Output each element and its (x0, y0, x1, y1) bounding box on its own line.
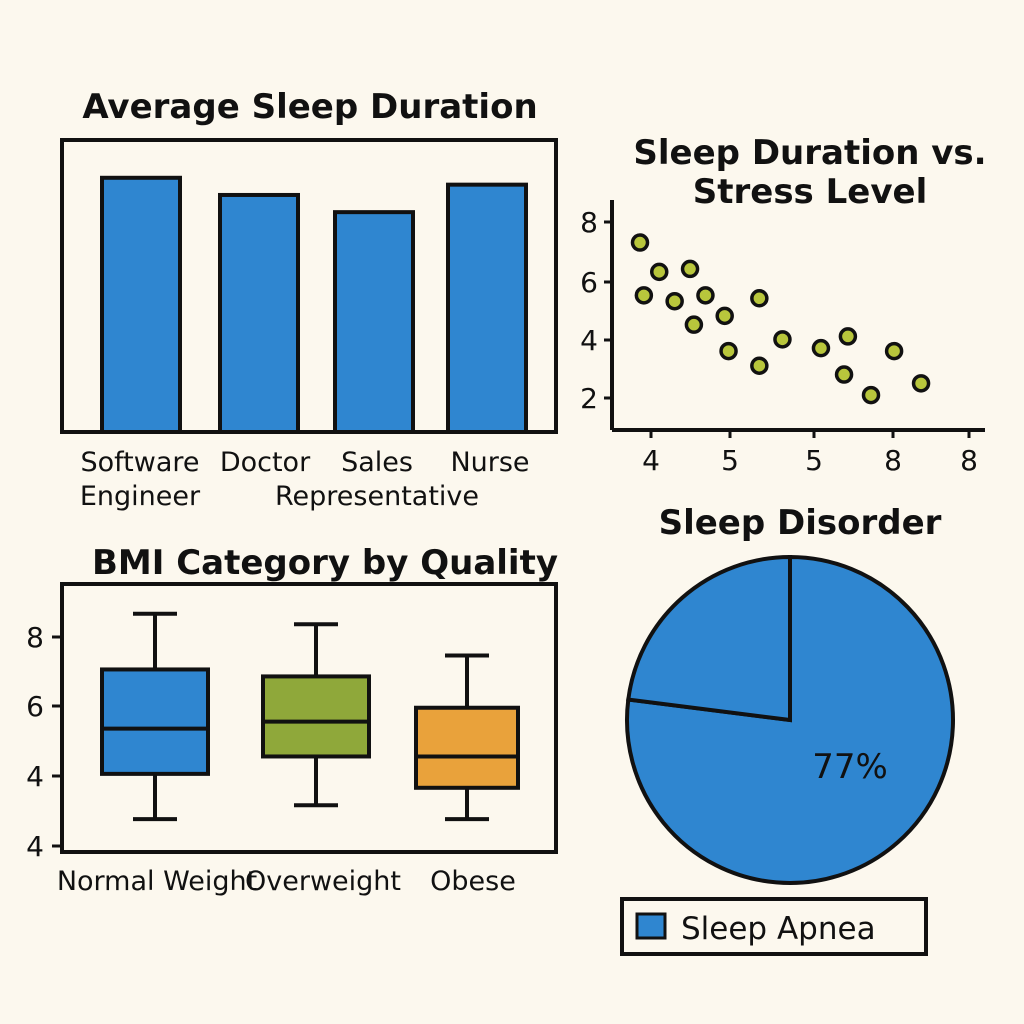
bar-category-label: Nurse (450, 447, 529, 478)
pie-legend-swatch (635, 912, 667, 940)
box-y-tick-label: 8 (26, 621, 44, 654)
bar-category-label: Representative (275, 481, 479, 512)
scatter-y-tick-label: 6 (580, 266, 598, 299)
box-category-label: Obese (430, 866, 516, 897)
box-chart-title: BMI Category by Quality (91, 543, 559, 583)
box-y-tick-label: 4 (26, 830, 44, 863)
box-iqr (261, 674, 371, 759)
box-iqr (100, 667, 210, 776)
box-iqr (414, 705, 520, 790)
scatter-point (750, 356, 769, 375)
bar (218, 192, 300, 434)
pie-slice-label: 77% (812, 747, 888, 787)
box-y-tick-label: 4 (26, 760, 44, 793)
pie-slice (625, 554, 955, 885)
scatter-point (773, 330, 792, 349)
scatter-point (696, 286, 715, 305)
scatter-x-tick-label: 5 (805, 444, 823, 477)
bar-plot-frame (60, 138, 558, 434)
bar-category-label: Engineer (80, 481, 201, 512)
scatter-x-tick-label: 4 (642, 444, 660, 477)
scatter-point (719, 341, 738, 361)
pie-legend-label: Sleep Apnea (681, 911, 876, 947)
pie-slice (626, 554, 792, 723)
scatter-y-tick-label: 4 (580, 324, 598, 357)
bar-category-label: Doctor (220, 447, 311, 478)
bar-category-label: Software (80, 447, 199, 478)
pie-chart-title: Sleep Disorder (658, 503, 942, 543)
scatter-point (811, 338, 831, 358)
scatter-y-tick-label: 2 (580, 382, 598, 415)
scatter-point (911, 374, 931, 393)
scatter-point (715, 306, 734, 326)
scatter-x-tick-label: 8 (884, 444, 902, 477)
bar-chart-title: Average Sleep Duration (82, 87, 538, 127)
bar-category-label: Sales (341, 447, 413, 478)
bar (100, 175, 182, 434)
scatter-title-line-2: Stress Level (692, 172, 928, 213)
box-plot-frame (60, 582, 558, 854)
scatter-y-tick-label: 8 (580, 206, 598, 239)
scatter-point (834, 365, 854, 384)
bar (333, 210, 415, 434)
scatter-point (665, 291, 684, 311)
scatter-point (884, 341, 904, 361)
scatter-point (630, 233, 650, 252)
scatter-point (684, 315, 704, 334)
box-y-tick-label: 6 (26, 690, 44, 723)
scatter-point (861, 385, 881, 405)
pie-legend-box (620, 897, 928, 956)
box-category-label: Overweight (245, 866, 401, 897)
box-category-label: Normal Weight (57, 866, 257, 897)
scatter-x-tick-label: 8 (960, 444, 978, 477)
bar (446, 182, 528, 434)
scatter-x-tick-label: 5 (721, 444, 739, 477)
scatter-point (680, 259, 700, 279)
scatter-point (650, 262, 669, 282)
scatter-chart-title: Sleep Duration vs. Stress Level (600, 133, 1020, 213)
scatter-point (634, 286, 654, 305)
scatter-point (838, 327, 858, 346)
scatter-title-line-1: Sleep Duration vs. (633, 133, 987, 173)
scatter-point (750, 289, 769, 308)
